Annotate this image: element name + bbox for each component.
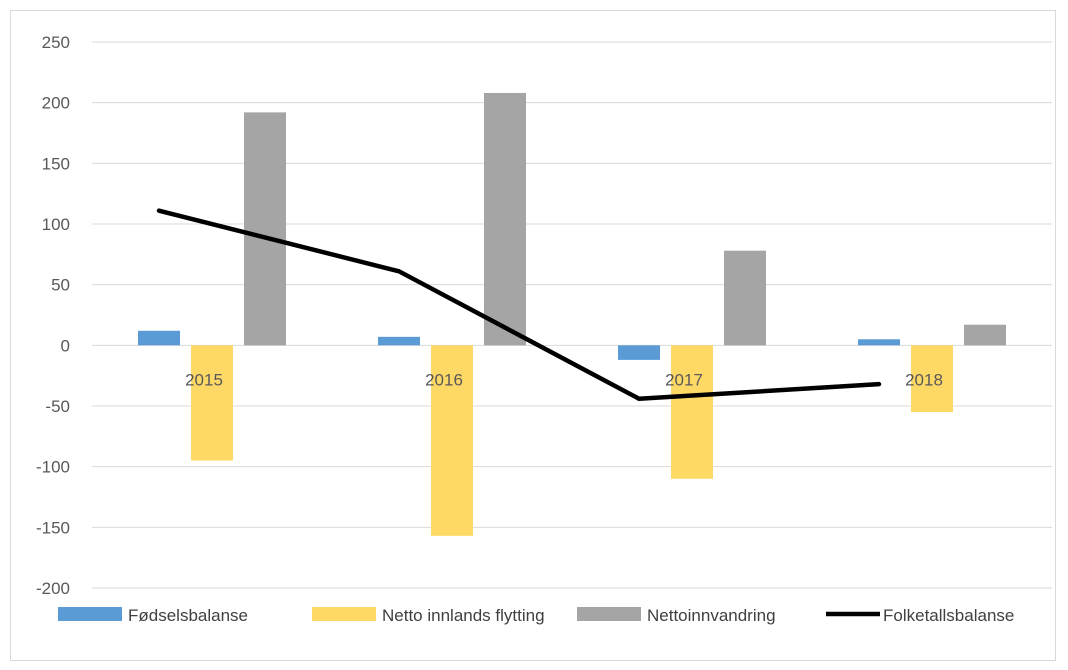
y-tick-label: 150 [42, 154, 70, 173]
y-tick-label: 250 [42, 33, 70, 52]
legend-label: Fødselsbalanse [128, 606, 248, 625]
y-tick-label: 0 [61, 336, 70, 355]
bar [724, 250, 766, 346]
bar [484, 92, 526, 346]
bar [138, 330, 180, 346]
x-tick-label: 2016 [425, 370, 463, 389]
bar [244, 112, 286, 346]
bar [191, 345, 233, 461]
y-tick-label: -100 [36, 458, 70, 477]
bar [618, 345, 660, 360]
x-tick-label: 2017 [665, 370, 703, 389]
gridlines [92, 41, 1052, 589]
bar [671, 345, 713, 479]
y-tick-label: 100 [42, 215, 70, 234]
bar [911, 345, 953, 413]
x-axis-ticks: 2015 2016 2017 2018 [185, 370, 943, 389]
legend-swatch [58, 607, 122, 621]
legend-swatch [577, 607, 641, 621]
x-tick-label: 2015 [185, 370, 223, 389]
bar [378, 336, 420, 346]
legend: Fødselsbalanse Netto innlands flytting Net… [58, 606, 1014, 625]
y-tick-label: -150 [36, 518, 70, 537]
y-tick-label: 200 [42, 94, 70, 113]
bar [858, 339, 900, 346]
y-tick-label: -50 [45, 397, 70, 416]
line-folketallsbalanse [156, 208, 882, 401]
bar [964, 324, 1006, 346]
legend-label: Netto innlands flytting [382, 606, 545, 625]
chart-frame [10, 10, 1056, 661]
legend-label: Folketallsbalanse [883, 606, 1014, 625]
line-series [156, 208, 882, 401]
bar [431, 345, 473, 536]
legend-swatch [312, 607, 376, 621]
legend-label: Nettoinnvandring [647, 606, 776, 625]
x-tick-label: 2018 [905, 370, 943, 389]
y-tick-label: -200 [36, 579, 70, 598]
y-tick-label: 50 [51, 276, 70, 295]
bars [138, 92, 1006, 536]
y-axis-ticks: 250 200 150 100 50 0 -50 -100 -150 -200 [36, 33, 70, 598]
